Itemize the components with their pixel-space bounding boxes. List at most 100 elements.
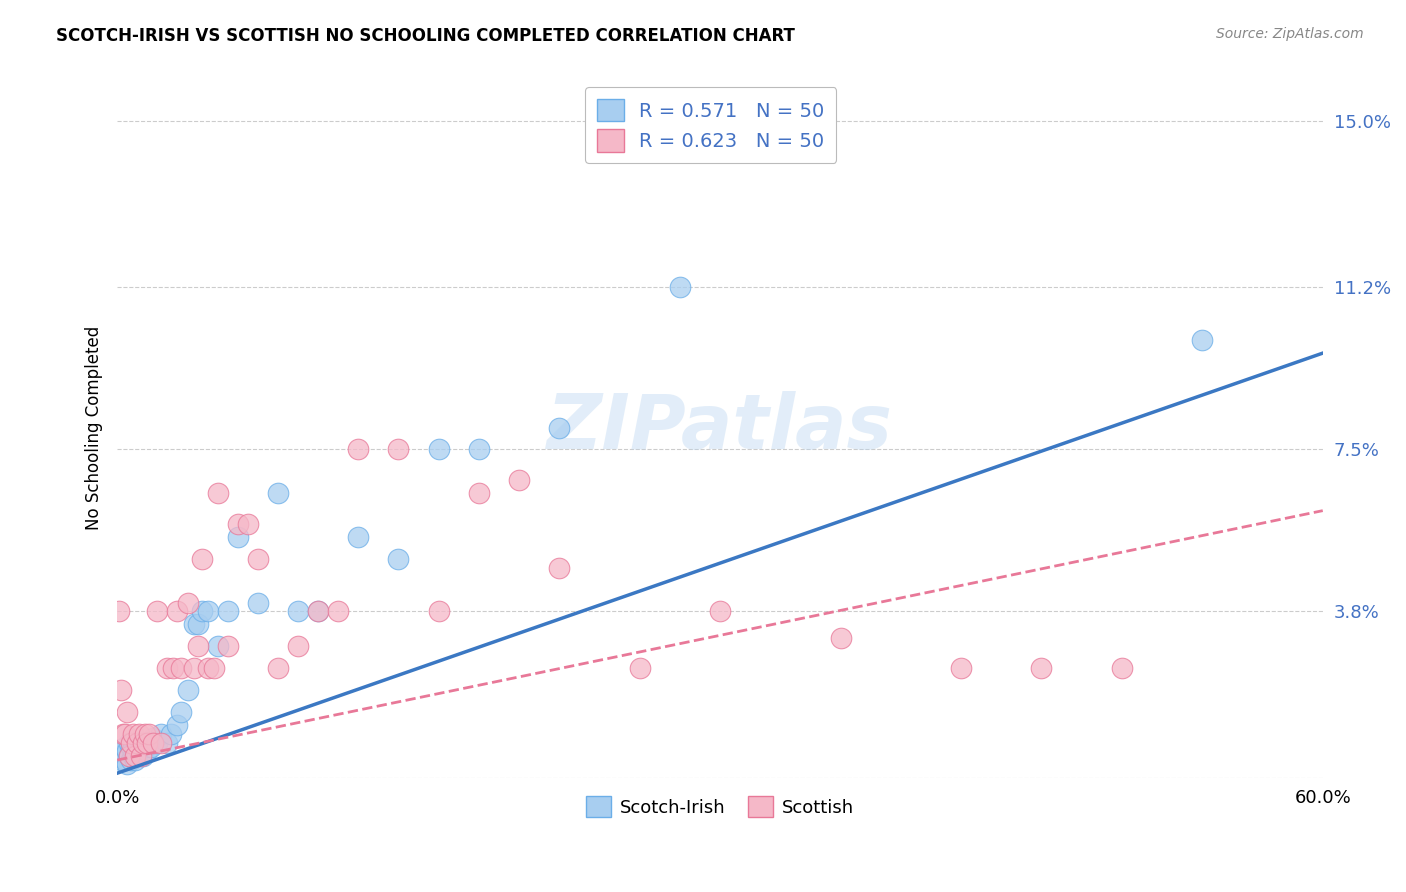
- Point: [124, 744, 146, 758]
- Point: [236, 516, 259, 531]
- Point: [115, 705, 138, 719]
- Point: [347, 442, 370, 457]
- Point: [183, 617, 205, 632]
- Point: [307, 604, 329, 618]
- Point: [202, 661, 225, 675]
- Point: [141, 739, 163, 754]
- Point: [1111, 661, 1133, 675]
- Point: [830, 631, 852, 645]
- Point: [115, 757, 138, 772]
- Point: [548, 560, 571, 574]
- Point: [162, 661, 184, 675]
- Point: [127, 748, 149, 763]
- Point: [217, 604, 239, 618]
- Point: [1031, 661, 1053, 675]
- Point: [146, 735, 169, 749]
- Point: [226, 516, 249, 531]
- Point: [217, 640, 239, 654]
- Point: [226, 530, 249, 544]
- Legend: Scotch-Irish, Scottish: Scotch-Irish, Scottish: [579, 789, 862, 824]
- Point: [468, 442, 491, 457]
- Point: [112, 744, 135, 758]
- Point: [134, 739, 156, 754]
- Point: [207, 640, 229, 654]
- Text: ZIPatlas: ZIPatlas: [547, 391, 893, 465]
- Point: [142, 731, 165, 746]
- Point: [118, 735, 141, 749]
- Point: [129, 735, 152, 749]
- Point: [136, 735, 159, 749]
- Point: [508, 473, 530, 487]
- Point: [138, 727, 160, 741]
- Point: [118, 748, 141, 763]
- Y-axis label: No Schooling Completed: No Schooling Completed: [86, 326, 103, 530]
- Point: [668, 280, 690, 294]
- Point: [176, 683, 198, 698]
- Text: Source: ZipAtlas.com: Source: ZipAtlas.com: [1216, 27, 1364, 41]
- Point: [548, 420, 571, 434]
- Point: [129, 748, 152, 763]
- Point: [427, 442, 450, 457]
- Point: [124, 753, 146, 767]
- Point: [142, 735, 165, 749]
- Point: [114, 753, 136, 767]
- Point: [136, 744, 159, 758]
- Point: [468, 486, 491, 500]
- Point: [190, 604, 212, 618]
- Text: SCOTCH-IRISH VS SCOTTISH NO SCHOOLING COMPLETED CORRELATION CHART: SCOTCH-IRISH VS SCOTTISH NO SCHOOLING CO…: [56, 27, 796, 45]
- Point: [132, 735, 155, 749]
- Point: [187, 617, 209, 632]
- Point: [328, 604, 350, 618]
- Point: [176, 595, 198, 609]
- Point: [122, 748, 145, 763]
- Point: [207, 486, 229, 500]
- Point: [120, 739, 142, 754]
- Point: [197, 604, 219, 618]
- Point: [115, 744, 138, 758]
- Point: [166, 718, 188, 732]
- Point: [950, 661, 973, 675]
- Point: [160, 727, 183, 741]
- Point: [190, 551, 212, 566]
- Point: [108, 748, 131, 763]
- Point: [246, 595, 269, 609]
- Point: [108, 604, 131, 618]
- Point: [120, 753, 142, 767]
- Point: [112, 727, 135, 741]
- Point: [246, 551, 269, 566]
- Point: [197, 661, 219, 675]
- Point: [347, 530, 370, 544]
- Point: [1191, 333, 1213, 347]
- Point: [134, 727, 156, 741]
- Point: [387, 442, 409, 457]
- Point: [267, 661, 290, 675]
- Point: [267, 486, 290, 500]
- Point: [114, 727, 136, 741]
- Point: [150, 735, 173, 749]
- Point: [156, 735, 179, 749]
- Point: [122, 735, 145, 749]
- Point: [146, 604, 169, 618]
- Point: [110, 683, 132, 698]
- Point: [170, 661, 193, 675]
- Point: [628, 661, 651, 675]
- Point: [128, 744, 150, 758]
- Point: [120, 735, 142, 749]
- Point: [183, 661, 205, 675]
- Point: [170, 705, 193, 719]
- Point: [427, 604, 450, 618]
- Point: [127, 739, 149, 754]
- Point: [150, 727, 173, 741]
- Point: [127, 735, 149, 749]
- Point: [122, 727, 145, 741]
- Point: [114, 739, 136, 754]
- Point: [307, 604, 329, 618]
- Point: [138, 735, 160, 749]
- Point: [187, 640, 209, 654]
- Point: [110, 753, 132, 767]
- Point: [132, 748, 155, 763]
- Point: [156, 661, 179, 675]
- Point: [118, 748, 141, 763]
- Point: [709, 604, 731, 618]
- Point: [128, 727, 150, 741]
